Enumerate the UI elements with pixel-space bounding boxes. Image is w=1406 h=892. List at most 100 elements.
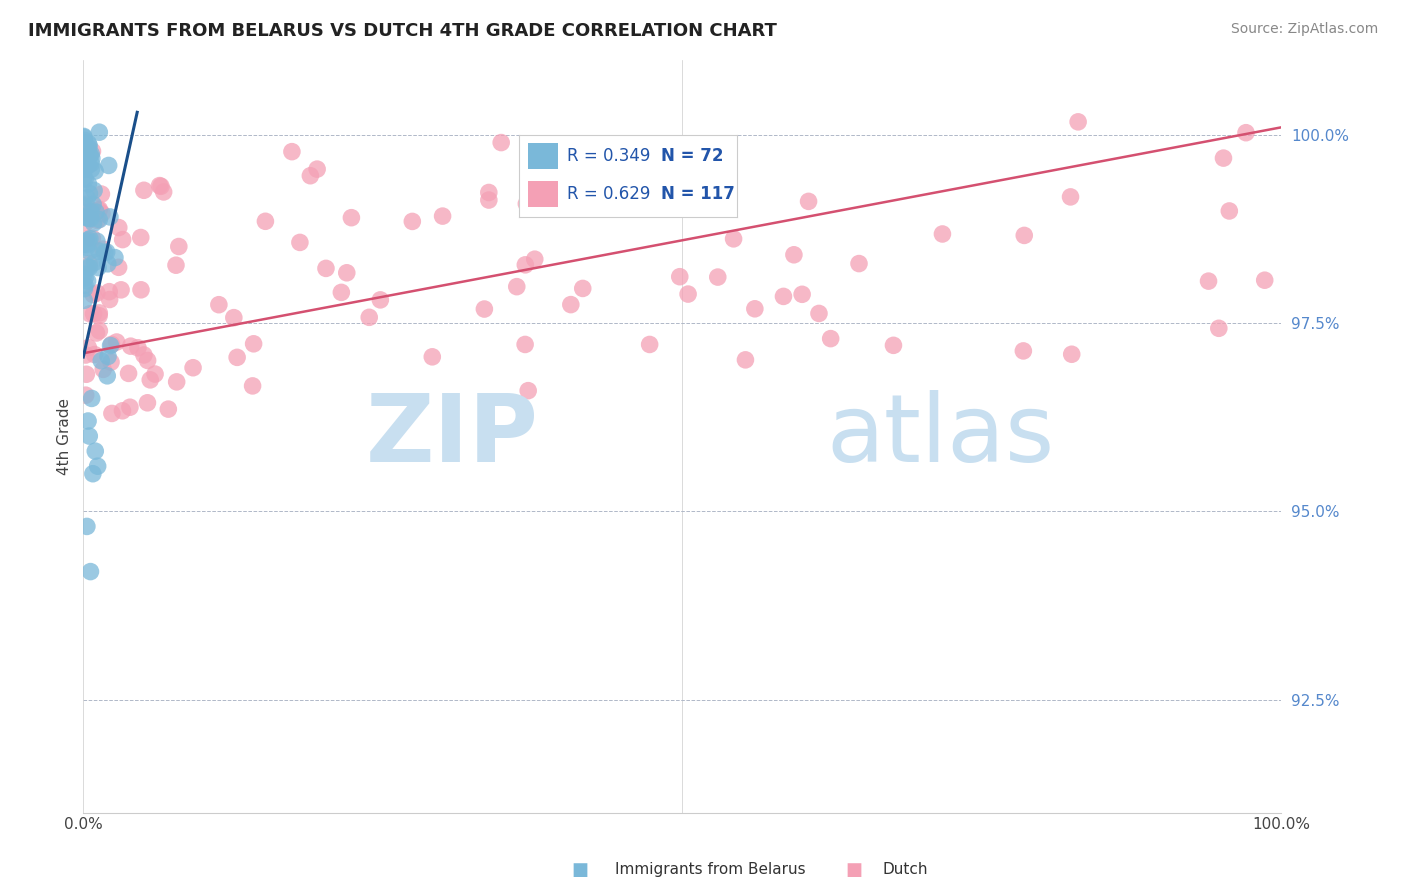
Point xyxy=(734,352,756,367)
Point xyxy=(420,350,443,364)
Point xyxy=(136,353,159,368)
Point xyxy=(75,388,97,402)
Point xyxy=(89,309,111,323)
Point xyxy=(1059,190,1081,204)
Point xyxy=(848,256,870,270)
Point xyxy=(107,220,129,235)
Point xyxy=(98,285,121,299)
Point xyxy=(87,203,110,218)
Point xyxy=(79,211,101,226)
Point xyxy=(707,270,730,285)
Point xyxy=(72,198,94,212)
Point xyxy=(86,213,108,227)
Point xyxy=(1198,274,1220,288)
Point xyxy=(76,274,98,288)
Point xyxy=(100,338,122,352)
Point xyxy=(110,283,132,297)
Point xyxy=(84,164,107,178)
Point xyxy=(96,368,118,383)
Point xyxy=(100,337,122,351)
Point xyxy=(77,205,100,219)
Point xyxy=(82,197,104,211)
Point xyxy=(75,368,97,382)
Point xyxy=(515,196,537,211)
Point xyxy=(76,235,98,249)
Point xyxy=(807,306,830,320)
Point xyxy=(105,334,128,349)
Point xyxy=(571,281,593,295)
Point xyxy=(98,293,121,307)
Point xyxy=(792,287,814,301)
Point xyxy=(370,293,392,307)
Point xyxy=(668,269,690,284)
Point xyxy=(79,565,101,579)
Point xyxy=(75,215,97,229)
Point xyxy=(76,160,98,174)
Point xyxy=(86,234,108,248)
Point xyxy=(75,237,97,252)
Point xyxy=(157,402,180,417)
Point xyxy=(330,285,353,300)
Point xyxy=(336,266,359,280)
Point xyxy=(86,326,108,340)
Point xyxy=(117,367,139,381)
Point xyxy=(744,301,766,316)
Point xyxy=(72,237,94,252)
Point xyxy=(75,270,97,285)
Point xyxy=(723,232,745,246)
Point xyxy=(1254,273,1277,287)
Point xyxy=(75,197,97,211)
Point xyxy=(84,205,107,219)
Point xyxy=(96,245,118,260)
Point xyxy=(89,202,111,217)
Text: R = 0.629: R = 0.629 xyxy=(567,185,651,202)
Point xyxy=(506,279,529,293)
Point xyxy=(226,351,249,365)
Point xyxy=(1012,228,1035,243)
Text: ZIP: ZIP xyxy=(366,390,538,482)
Point xyxy=(772,289,794,303)
Point xyxy=(129,230,152,244)
Point xyxy=(1060,347,1083,361)
Point xyxy=(143,367,166,381)
Point xyxy=(1212,151,1234,165)
Point xyxy=(77,158,100,172)
Point xyxy=(478,186,501,200)
Point xyxy=(104,251,127,265)
Point xyxy=(489,136,512,150)
Point xyxy=(73,282,96,296)
Point xyxy=(83,184,105,198)
Bar xyxy=(527,181,558,207)
Point xyxy=(288,235,311,250)
Point xyxy=(222,310,245,325)
Bar xyxy=(527,143,558,169)
Point xyxy=(181,360,204,375)
Point xyxy=(82,144,104,158)
Point xyxy=(676,287,699,301)
Point xyxy=(515,258,537,272)
Point xyxy=(77,341,100,355)
Point xyxy=(77,177,100,191)
Point xyxy=(89,125,111,139)
Point xyxy=(97,257,120,271)
Point xyxy=(1012,343,1035,358)
Point xyxy=(152,185,174,199)
Point xyxy=(165,258,187,272)
Point xyxy=(76,191,98,205)
Point xyxy=(523,252,546,267)
Point xyxy=(80,204,103,219)
Text: Source: ZipAtlas.com: Source: ZipAtlas.com xyxy=(1230,22,1378,37)
Point xyxy=(76,260,98,274)
Point xyxy=(73,136,96,151)
Point xyxy=(79,244,101,259)
Point xyxy=(80,392,103,406)
Point xyxy=(783,248,806,262)
Point xyxy=(80,147,103,161)
Point xyxy=(513,337,536,351)
Point xyxy=(315,261,337,276)
Point xyxy=(1234,126,1257,140)
Point xyxy=(79,147,101,161)
Point xyxy=(73,133,96,147)
Point xyxy=(101,407,124,421)
Text: N = 117: N = 117 xyxy=(661,185,734,202)
